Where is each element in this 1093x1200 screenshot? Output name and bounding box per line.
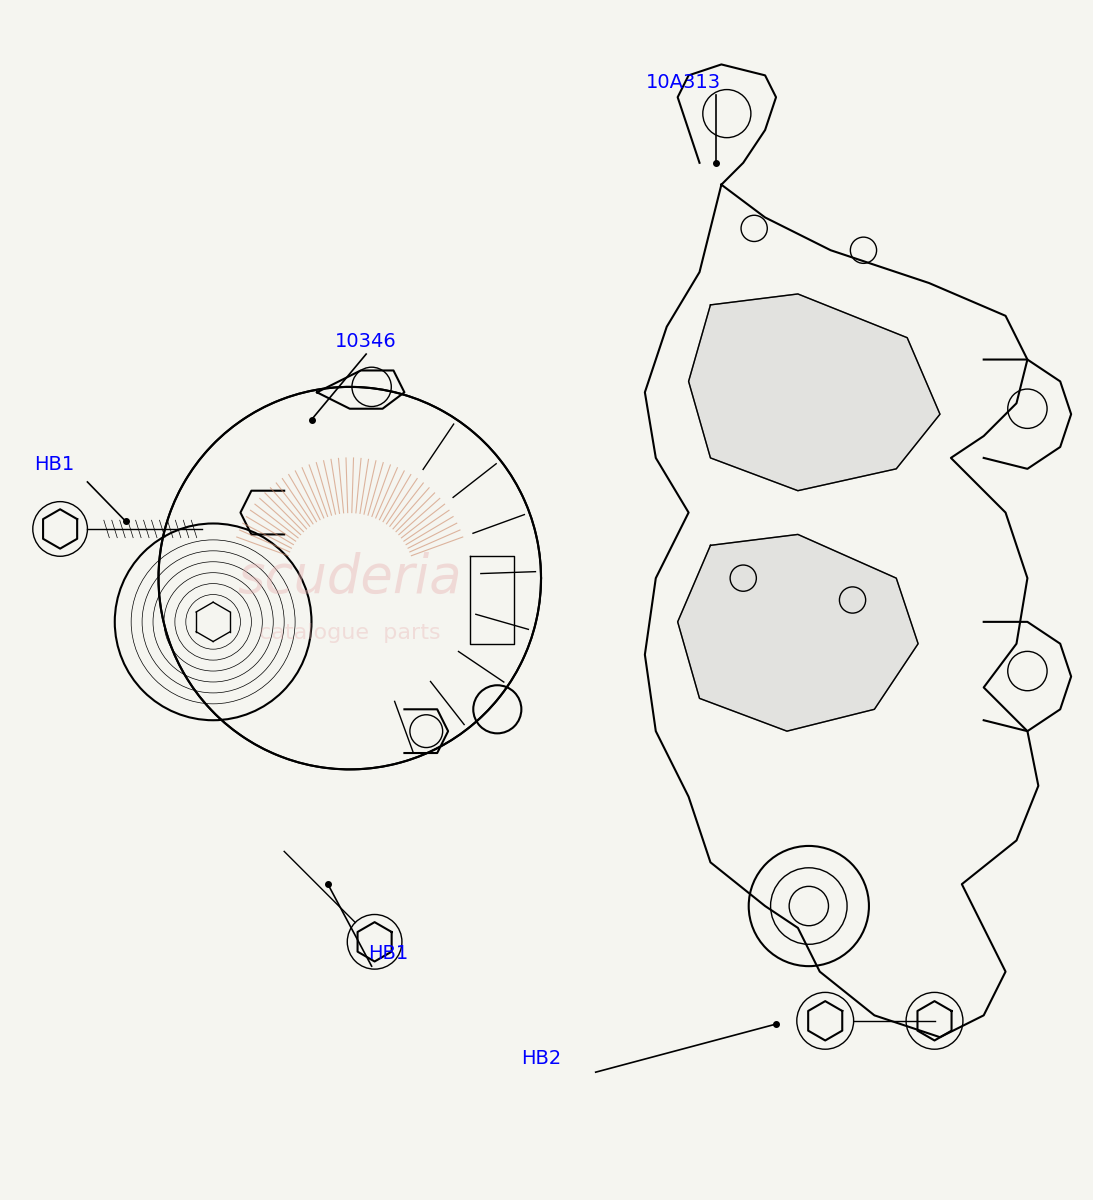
Text: catalogue  parts: catalogue parts xyxy=(259,623,440,643)
Text: HB1: HB1 xyxy=(368,944,408,962)
Text: HB2: HB2 xyxy=(521,1049,561,1068)
Polygon shape xyxy=(689,294,940,491)
Text: 10A313: 10A313 xyxy=(646,73,720,91)
Polygon shape xyxy=(678,534,918,731)
Text: scuderia: scuderia xyxy=(237,552,462,604)
Text: HB1: HB1 xyxy=(35,455,74,474)
Text: 10346: 10346 xyxy=(336,331,397,350)
